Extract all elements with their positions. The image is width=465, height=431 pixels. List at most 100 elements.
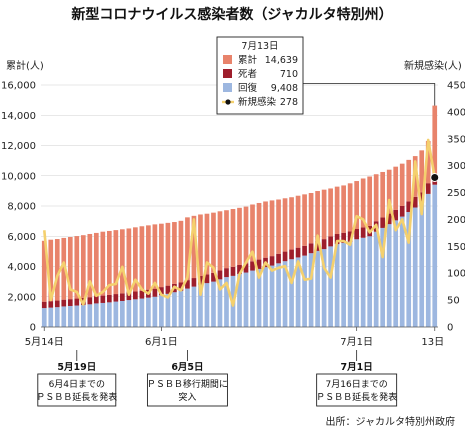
bar-deaths [315, 240, 320, 251]
legend-date: 7月13日 [241, 41, 278, 52]
bar-deaths [308, 243, 314, 254]
right-tick-label: 150 [447, 242, 465, 253]
bar-cumulative [152, 224, 158, 289]
bar-recovered [328, 246, 333, 327]
bar-cumulative [367, 176, 373, 226]
bar-cumulative [347, 183, 353, 232]
bar-recovered [80, 304, 86, 327]
right-axis-label: 新規感染(人) [404, 59, 462, 72]
left-tick-label: 14,000 [1, 111, 36, 122]
annotation-text: ＰＳＢＢ延長を発表 [36, 391, 117, 403]
bar-recovered [191, 286, 197, 327]
bar-cumulative [113, 230, 119, 295]
bar-recovered [425, 193, 431, 327]
bar-deaths [276, 253, 281, 264]
bar-recovered [334, 244, 340, 327]
bar-deaths [185, 280, 190, 289]
bar-deaths [380, 217, 386, 228]
bar-recovered [263, 267, 268, 327]
bar-cumulative [204, 213, 210, 275]
legend-swatch [223, 55, 232, 64]
legend-value: 278 [280, 97, 298, 108]
bar-deaths [159, 287, 164, 296]
bar-recovered [61, 306, 67, 327]
bar-deaths [54, 300, 60, 308]
bar-deaths [41, 301, 47, 309]
left-tick-label: 2,000 [7, 292, 36, 303]
bar-cumulative [224, 210, 229, 269]
bar-recovered [406, 212, 412, 327]
bar-recovered [48, 307, 54, 327]
bar-cumulative [276, 199, 281, 254]
bar-deaths [93, 296, 99, 304]
bar-cumulative [133, 227, 138, 292]
bar-cumulative [185, 217, 190, 281]
x-tick-label: 5月14日 [25, 336, 64, 348]
legend-label: 新規感染 [238, 96, 277, 108]
highlight-leader [303, 83, 436, 106]
bar-cumulative [250, 204, 255, 262]
source-note: 出所：ジャカルタ特別州政府 [326, 415, 456, 428]
bar-recovered [289, 259, 294, 327]
bar-deaths [178, 282, 184, 291]
bar-recovered [178, 290, 184, 327]
bar-deaths [230, 266, 236, 276]
left-tick-label: 16,000 [1, 81, 36, 92]
right-tick-label: 50 [447, 296, 460, 307]
bar-deaths [126, 292, 132, 301]
legend-swatch [223, 69, 232, 78]
bar-cumulative [399, 163, 405, 206]
bar-recovered [367, 236, 373, 327]
bar-recovered [243, 272, 249, 327]
bar-cumulative [263, 201, 268, 258]
legend-swatch [223, 83, 232, 92]
bar-deaths [334, 234, 340, 245]
bar-recovered [302, 255, 307, 327]
bar-recovered [321, 249, 327, 327]
legend-label: 死者 [238, 69, 257, 80]
bar-recovered [412, 207, 418, 327]
left-tick-label: 0 [30, 323, 36, 334]
bar-recovered [41, 308, 47, 327]
annotation-box [37, 373, 117, 407]
bar-cumulative [191, 215, 197, 279]
bar-deaths [139, 290, 145, 299]
bar-deaths [399, 205, 405, 217]
right-tick-label: 350 [447, 134, 465, 145]
bar-cumulative [74, 236, 80, 299]
legend-label: 回復 [238, 82, 258, 94]
bar-recovered [217, 279, 223, 327]
bar-cumulative [308, 192, 314, 244]
bar-cumulative [237, 207, 242, 265]
bar-cumulative [432, 105, 438, 174]
bar-cumulative [295, 195, 301, 248]
legend-swatch-dot [225, 99, 231, 105]
bar-cumulative [61, 237, 67, 300]
bar-cumulative [165, 222, 171, 286]
bar-deaths [328, 236, 333, 247]
bar-cumulative [100, 231, 106, 296]
bar-recovered [93, 303, 99, 327]
bar-recovered [211, 281, 216, 327]
bar-cumulative [230, 209, 236, 267]
bar-cumulative [93, 232, 99, 297]
bar-cumulative [106, 230, 112, 295]
right-tick-label: 0 [447, 323, 453, 334]
highlight-point [430, 172, 440, 182]
bar-deaths [289, 249, 294, 260]
bar-deaths [269, 256, 275, 266]
bar-cumulative [217, 211, 223, 271]
bar-deaths [100, 295, 106, 303]
bar-recovered [113, 301, 119, 327]
bar-deaths [425, 183, 431, 194]
legend-label: 累計 [238, 54, 258, 66]
annotation-text: ＰＳＢＢ移行期間に [147, 378, 228, 390]
annotation-text: 6月4日までの [49, 379, 105, 390]
bar-recovered [269, 265, 275, 327]
bar-deaths [354, 228, 359, 240]
bar-cumulative [178, 220, 184, 283]
bar-deaths [243, 263, 249, 273]
bar-recovered [308, 253, 314, 327]
